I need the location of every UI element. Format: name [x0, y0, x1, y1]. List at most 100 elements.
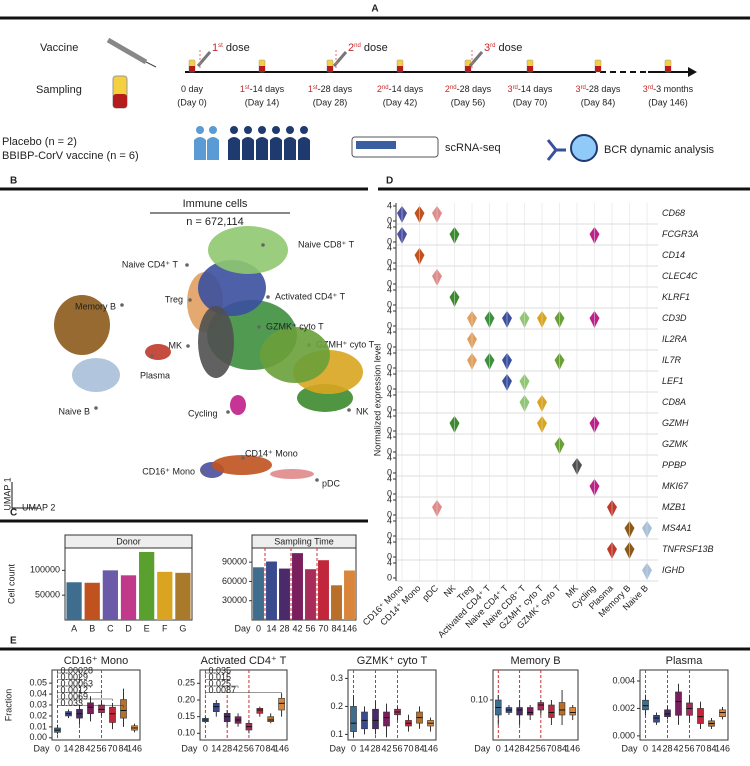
box [267, 716, 274, 722]
tube-blood [259, 66, 265, 72]
box [664, 709, 671, 717]
ordinal: 3 [508, 84, 513, 94]
tube-blood [189, 66, 195, 72]
bar [279, 568, 290, 620]
row-tick-label: 0 [387, 299, 392, 309]
box [350, 706, 357, 732]
gene-label: GZMH [662, 418, 689, 428]
significance-bracket [57, 672, 69, 675]
x-tick-label: 0 [496, 743, 501, 753]
bar [84, 582, 100, 620]
x-tick-label: 146 [423, 743, 438, 753]
label-pointer [188, 298, 192, 302]
y-tick-label: 0.004 [612, 675, 635, 685]
umap-cluster [72, 358, 120, 392]
cluster-label: Naive B [58, 406, 90, 416]
box [109, 706, 116, 723]
label-pointer [226, 410, 230, 414]
ordinal-rest: -28 days [318, 84, 353, 94]
bar [157, 571, 173, 620]
box [686, 702, 693, 716]
method-label: scRNA-seq [445, 142, 501, 154]
tube-blood [665, 66, 671, 72]
tube-blood [465, 66, 471, 72]
ordinal-suffix: rd [490, 43, 495, 49]
row-tick-label: 0 [387, 572, 392, 582]
ordinal-rest: dose [495, 42, 522, 54]
y-tick-label: 0.1 [330, 729, 343, 739]
group-label: Placebo (n = 2) [2, 136, 77, 148]
box [697, 708, 704, 724]
label-pointer [94, 406, 98, 410]
box [223, 713, 231, 722]
x-tick-label: 70 [318, 623, 328, 633]
x-tick-label: 146 [342, 623, 357, 633]
row-tick-label: 0 [387, 341, 392, 351]
chart-title: Memory B [510, 655, 560, 667]
box [675, 691, 682, 716]
row-tick-label: 0 [387, 257, 392, 267]
gene-label: CLEC4C [662, 271, 698, 281]
row-tick-label: 4 [387, 326, 392, 336]
box [569, 707, 576, 716]
x-tick-label: 70 [255, 743, 265, 753]
x-axis-title: Day [181, 743, 198, 753]
box [548, 704, 555, 718]
chart-title: CD16⁺ Mono [64, 655, 129, 667]
x-tick-label: 28 [370, 743, 380, 753]
cluster-label: Memory B [75, 301, 116, 311]
cluster-label: Treg [165, 294, 183, 304]
box [719, 709, 726, 717]
vaccine-label: Vaccine [40, 42, 78, 54]
y-tick-label: 90000 [222, 557, 247, 567]
gene-label: CD3D [662, 313, 687, 323]
ordinal-suffix: rd [581, 85, 586, 91]
person-icon [244, 126, 252, 134]
gene-label: KLRF1 [662, 292, 690, 302]
y-tick-label: 0.002 [612, 703, 635, 713]
gene-label: IL7R [662, 355, 682, 365]
group-label: BBIBP-CorV vaccine (n = 6) [2, 150, 139, 162]
umap-cluster [270, 469, 314, 479]
row-tick-label: 0 [387, 215, 392, 225]
row-tick-label: 4 [387, 347, 392, 357]
plot-frame [199, 669, 288, 741]
ordinal-label: 1st dose [212, 42, 250, 54]
x-tick-label: 14 [266, 623, 276, 633]
row-tick-label: 4 [387, 242, 392, 252]
x-tick-label: 84 [118, 743, 128, 753]
y-tick-label: 0.25 [177, 678, 195, 688]
ordinal-label: 3rd-3 months [643, 84, 694, 94]
ordinal-label: 3rd dose [484, 42, 522, 54]
day-label: (Day 14) [245, 97, 280, 107]
p-value: 0.00028 [61, 665, 94, 675]
bar [120, 575, 137, 620]
ordinal-label: 3rd-14 days [508, 84, 553, 94]
umap-cluster [198, 306, 234, 378]
y-tick-label: 100000 [30, 565, 60, 575]
significance-bracket [57, 679, 80, 682]
ordinal-suffix: nd [382, 85, 389, 91]
x-tick-label: 84 [414, 743, 424, 753]
x-tick-label: 0 [256, 623, 261, 633]
y-tick-label: 0.3 [330, 673, 343, 683]
person-icon [286, 126, 294, 134]
ordinal: 1 [212, 42, 218, 54]
x-tick-label: 42 [85, 743, 95, 753]
p-value: 0.015 [208, 672, 231, 682]
bar [102, 570, 118, 620]
umap-cluster [54, 295, 110, 355]
x-tick-label: 0 [351, 743, 356, 753]
row-tick-label: 4 [387, 284, 392, 294]
ordinal-rest: -14 days [250, 84, 285, 94]
cluster-label: Activated CD4⁺ T [275, 291, 346, 301]
person-icon [284, 137, 296, 160]
row-tick-label: 0 [387, 446, 392, 456]
y-tick-label: 0.2 [330, 701, 343, 711]
bar [175, 572, 191, 620]
ordinal-suffix: st [313, 85, 318, 91]
label-pointer [150, 354, 154, 358]
row-tick-label: 4 [387, 263, 392, 273]
syringe-needle [145, 61, 157, 68]
umap-cluster [145, 344, 171, 360]
